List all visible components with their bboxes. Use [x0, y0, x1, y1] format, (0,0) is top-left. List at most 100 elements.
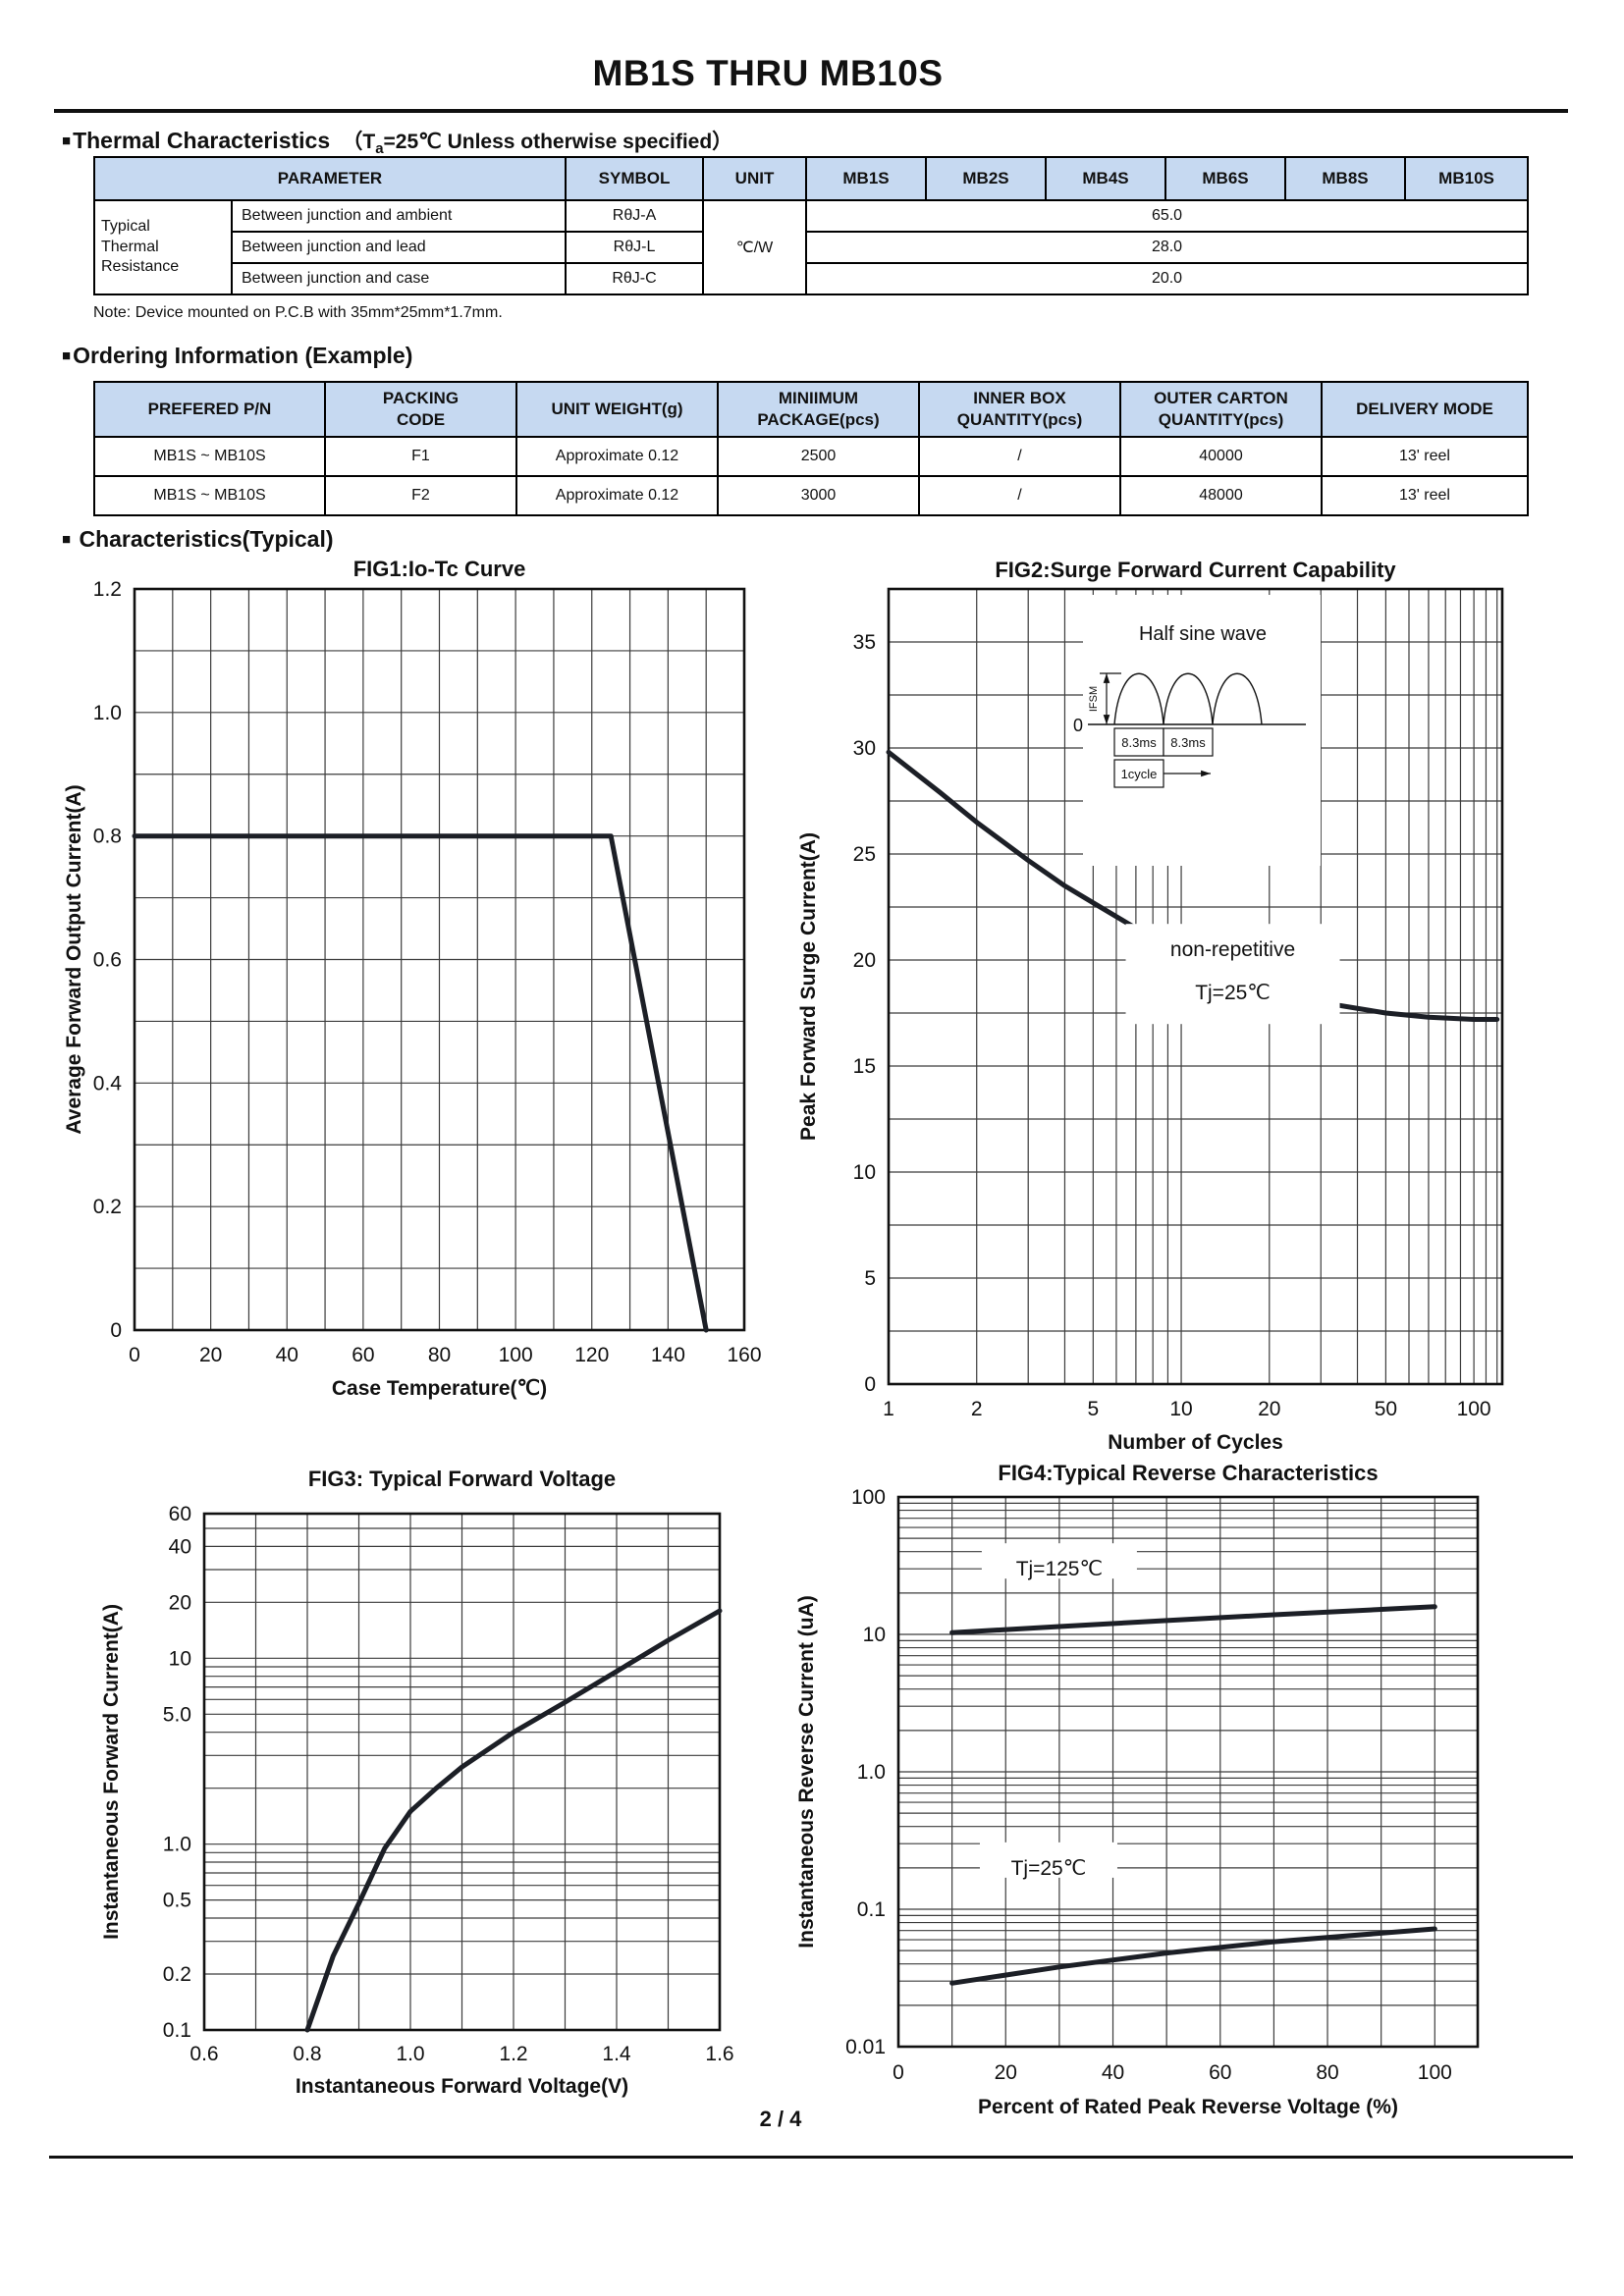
svg-text:80: 80 — [1316, 2061, 1338, 2084]
svg-text:60: 60 — [1209, 2061, 1231, 2084]
column-header: MB6S — [1164, 156, 1287, 201]
svg-text:100: 100 — [1457, 1398, 1491, 1420]
table-row: Between junction and case RθJ-C 20.0 — [94, 262, 1530, 295]
bullet-icon: ■ — [62, 347, 72, 364]
bullet-icon: ■ — [62, 531, 72, 548]
column-header: SYMBOL — [565, 156, 705, 201]
svg-text:25: 25 — [853, 843, 876, 866]
ordering-heading-text: Ordering Information (Example) — [73, 343, 413, 368]
svg-text:0.1: 0.1 — [857, 1898, 886, 1921]
svg-text:0.4: 0.4 — [93, 1072, 123, 1095]
table-row: Between junction and lead RθJ-L 28.0 — [94, 231, 1530, 264]
svg-text:10: 10 — [863, 1624, 886, 1646]
table-cell: / — [918, 475, 1121, 516]
thermal-section-heading: ■Thermal Characteristics （Ta=25℃ Unless … — [62, 126, 732, 157]
svg-text:10: 10 — [853, 1161, 876, 1184]
value-cell: 65.0 — [805, 199, 1530, 233]
svg-text:Instantaneous Forward Current(: Instantaneous Forward Current(A) — [100, 1604, 123, 1940]
thermal-heading-text: Thermal Characteristics — [73, 128, 331, 153]
column-header: DELIVERY MODE — [1321, 381, 1529, 438]
svg-text:1.4: 1.4 — [602, 2043, 631, 2065]
svg-text:Number of Cycles: Number of Cycles — [1108, 1431, 1283, 1454]
svg-text:0: 0 — [893, 2061, 904, 2084]
column-header: PREFERED P/N — [93, 381, 326, 438]
svg-text:FIG1:Io-Tc Curve: FIG1:Io-Tc Curve — [353, 557, 526, 581]
svg-text:5: 5 — [1087, 1398, 1099, 1420]
svg-text:100: 100 — [499, 1344, 533, 1366]
svg-text:20: 20 — [199, 1344, 222, 1366]
ordering-section-heading: ■Ordering Information (Example) — [62, 343, 412, 369]
table-cell: 13' reel — [1321, 436, 1529, 477]
thermal-condition: （Ta=25℃ Unless otherwise specified） — [342, 131, 733, 158]
svg-text:1.2: 1.2 — [93, 578, 122, 601]
svg-text:Peak Forward Surge Current(A): Peak Forward Surge Current(A) — [797, 832, 820, 1141]
svg-text:1.0: 1.0 — [93, 702, 122, 724]
svg-text:50: 50 — [1375, 1398, 1397, 1420]
thermal-table-wrap: PARAMETER SYMBOL UNIT MB1S MB2S MB4S MB6… — [92, 156, 1530, 295]
svg-text:5.0: 5.0 — [163, 1703, 191, 1726]
svg-text:Instantaneous Forward Voltage(: Instantaneous Forward Voltage(V) — [296, 2075, 628, 2098]
table-cell: RθJ-A — [565, 199, 705, 233]
note-text: Note: Device mounted on P.C.B with 35mm*… — [93, 304, 503, 321]
thermal-table: PARAMETER SYMBOL UNIT MB1S MB2S MB4S MB6… — [92, 156, 1530, 295]
svg-text:15: 15 — [853, 1055, 876, 1078]
column-header: MB8S — [1284, 156, 1407, 201]
svg-text:10: 10 — [169, 1647, 191, 1670]
column-header: MB4S — [1045, 156, 1167, 201]
characteristics-heading-text: Characteristics(Typical) — [73, 526, 334, 552]
table-cell: 40000 — [1119, 436, 1323, 477]
unit-cell: ℃/W — [702, 199, 808, 295]
column-header: MB10S — [1404, 156, 1530, 201]
ordering-table: PREFERED P/N PACKING CODE UNIT WEIGHT(g)… — [93, 381, 1529, 516]
svg-text:Half sine wave: Half sine wave — [1139, 623, 1267, 645]
table-cell: MB1S ~ MB10S — [93, 475, 326, 516]
svg-text:40: 40 — [1102, 2061, 1124, 2084]
svg-text:FIG4:Typical Reverse Character: FIG4:Typical Reverse Characteristics — [998, 1461, 1378, 1485]
table-row: MB1S ~ MB10S F2 Approximate 0.12 3000 / … — [93, 475, 1529, 516]
svg-text:Percent of Rated Peak Reverse: Percent of Rated Peak Reverse Voltage (%… — [978, 2096, 1398, 2118]
svg-text:1.2: 1.2 — [499, 2043, 527, 2065]
svg-text:5: 5 — [864, 1267, 876, 1290]
svg-text:140: 140 — [651, 1344, 685, 1366]
value-cell: 28.0 — [805, 231, 1530, 264]
svg-text:0.01: 0.01 — [845, 2036, 886, 2058]
table-cell: Between junction and ambient — [230, 199, 568, 233]
svg-text:20: 20 — [853, 949, 876, 972]
column-header: UNIT — [702, 156, 808, 201]
table-row: Typical Thermal Resistance Between junct… — [93, 199, 1530, 295]
svg-text:FIG3: Typical Forward Voltage: FIG3: Typical Forward Voltage — [308, 1467, 616, 1491]
value-cell: 20.0 — [805, 262, 1530, 295]
svg-text:0.8: 0.8 — [93, 826, 122, 848]
svg-text:100: 100 — [1418, 2061, 1452, 2084]
svg-text:1cycle: 1cycle — [1121, 767, 1158, 781]
table-cell: Approximate 0.12 — [515, 475, 719, 516]
svg-text:0: 0 — [864, 1373, 876, 1396]
svg-text:0.2: 0.2 — [163, 1963, 191, 1986]
table-cell: F1 — [324, 436, 517, 477]
page-title: MB1S THRU MB10S — [592, 53, 944, 93]
table-row: MB1S ~ MB10S F1 Approximate 0.12 2500 / … — [93, 436, 1529, 477]
column-header: MB1S — [805, 156, 928, 201]
svg-text:1.6: 1.6 — [705, 2043, 733, 2065]
svg-text:160: 160 — [727, 1344, 761, 1366]
svg-text:8.3ms: 8.3ms — [1121, 735, 1157, 750]
column-header: MB2S — [925, 156, 1048, 201]
svg-text:0: 0 — [1073, 716, 1083, 735]
table-cell: Approximate 0.12 — [515, 436, 719, 477]
table-cell: 3000 — [717, 475, 920, 516]
svg-text:30: 30 — [853, 737, 876, 760]
svg-text:0.1: 0.1 — [163, 2019, 191, 2042]
column-header: MINIIMUM PACKAGE(pcs) — [717, 381, 920, 438]
svg-text:1: 1 — [883, 1398, 894, 1420]
svg-text:Average Forward Output Current: Average Forward Output Current(A) — [63, 784, 85, 1134]
column-header: OUTER CARTON QUANTITY(pcs) — [1119, 381, 1323, 438]
svg-text:10: 10 — [1169, 1398, 1192, 1420]
table-cell: 13' reel — [1321, 475, 1529, 516]
svg-text:1.0: 1.0 — [857, 1761, 886, 1784]
table-cell: Between junction and lead — [230, 231, 568, 264]
table-cell: F2 — [324, 475, 517, 516]
svg-text:0.8: 0.8 — [293, 2043, 321, 2065]
svg-text:1.0: 1.0 — [396, 2043, 424, 2065]
fig4-reverse-characteristics-chart: 0 20 40 60 80 100 100 10 1.0 0.1 0.01 FIG4:Typical … — [795, 1461, 1480, 2118]
